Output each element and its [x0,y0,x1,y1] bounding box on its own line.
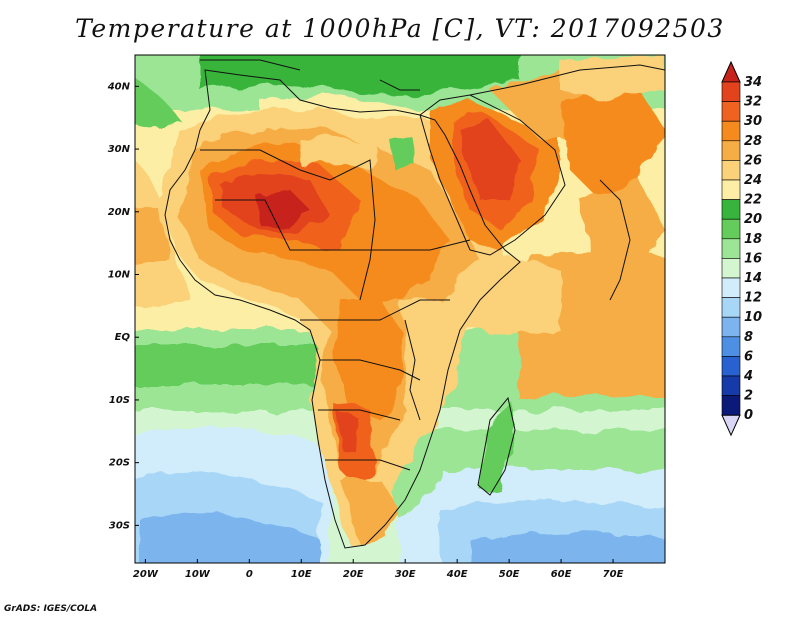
lat-tick-label: 20S [109,458,130,469]
colorbar-label: 34 [744,75,762,90]
plot-frame [134,54,666,564]
colorbar-swatch [721,277,741,298]
colorbar-swatch [721,336,741,357]
lon-tick-label: 30E [395,569,416,580]
colorbar-swatch [721,316,741,338]
colorbar-label: 28 [744,134,762,149]
colorbar-swatch [721,160,741,181]
lon-tick-label: 40E [446,569,468,580]
lat-tick-label: 20N [108,207,131,218]
colorbar-bottom-arrow [721,414,741,437]
lon-tick-label: 20W [133,569,159,580]
colorbar-swatch [721,140,741,161]
colorbar-swatch [721,199,741,220]
colorbar-label: 0 [744,408,753,423]
longitude-labels: 20W 10W 0 10E 20E 30E 40E 50E 60E 70E [133,559,624,580]
latitude-labels: 40N 30N 20N 10N EQ 10S 20S 30S [107,81,139,531]
lon-tick-label: 10W [185,569,211,580]
lon-tick-label: 10E [291,569,312,580]
colorbar-label: 12 [744,291,762,306]
colorbar-swatch [721,297,741,318]
lat-tick-label: 10N [108,270,131,281]
colorbar-label: 18 [744,232,762,247]
colorbar-swatch [721,258,741,279]
lon-tick-label: 20E [343,569,364,580]
colorbar-label: 2 [744,389,753,404]
colorbar-label: 4 [743,369,753,384]
colorbar-swatch [721,218,741,240]
colorbar-swatch [721,81,741,102]
lon-tick-label: 0 [246,569,253,580]
colorbar-swatch [721,101,741,122]
colorbar-label: 22 [744,193,762,208]
lat-tick-label: 30N [108,144,131,155]
colorbar-label: 30 [744,114,762,129]
lat-tick-label: 30S [109,520,130,531]
coastlines [164,59,665,549]
colorbar-swatch [721,238,741,259]
lon-tick-label: 70E [603,569,624,580]
lat-tick-label: EQ [115,332,131,343]
lat-tick-label: 40N [107,81,131,92]
colorbar-label: 8 [744,330,753,345]
colorbar-label: 6 [744,349,753,364]
colorbar-label: 32 [744,95,762,110]
colorbar-label: 20 [744,212,762,227]
map-title: Temperature at 1000hPa [C], VT: 20170925… [75,14,725,43]
colorbar-label: 10 [744,310,762,325]
colorbar-swatch [721,120,741,142]
credit-text: GrADS: IGES/COLA [4,604,98,614]
colorbar-swatch [721,375,741,396]
colorbar-label: 14 [744,271,762,286]
temperature-field [135,55,665,563]
colorbar-label: 16 [744,251,762,266]
colorbar-swatch [721,356,741,377]
colorbar-swatch [721,179,741,200]
colorbar-top-arrow [721,60,741,83]
colorbar-label: 26 [744,153,762,168]
lon-tick-label: 50E [499,569,520,580]
colorbar-label: 24 [744,173,762,188]
colorbar-swatch [721,395,741,416]
lon-tick-label: 60E [551,569,572,580]
lat-tick-label: 10S [109,395,130,406]
